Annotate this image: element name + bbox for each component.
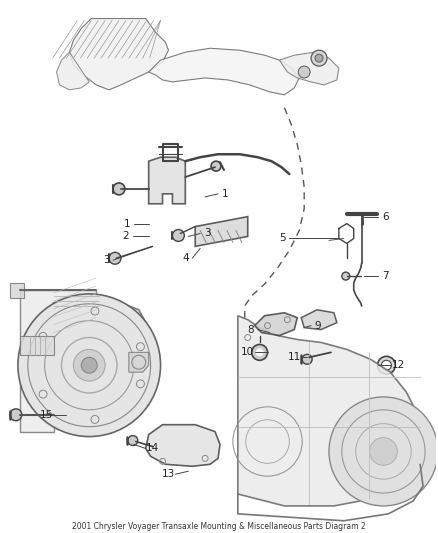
Circle shape — [10, 409, 22, 421]
Text: 5: 5 — [279, 233, 286, 244]
Text: 15: 15 — [40, 410, 53, 420]
Text: 9: 9 — [315, 321, 321, 330]
Circle shape — [370, 438, 397, 465]
Circle shape — [256, 349, 264, 357]
Polygon shape — [129, 352, 148, 372]
Polygon shape — [301, 310, 337, 329]
Polygon shape — [20, 336, 53, 356]
Circle shape — [315, 54, 323, 62]
Circle shape — [211, 161, 221, 171]
Text: 3: 3 — [103, 255, 110, 265]
Text: 2: 2 — [123, 231, 129, 241]
Circle shape — [311, 50, 327, 66]
Circle shape — [113, 183, 125, 195]
Polygon shape — [195, 216, 248, 246]
Circle shape — [18, 294, 161, 437]
Polygon shape — [10, 283, 24, 298]
Circle shape — [329, 397, 438, 506]
Polygon shape — [238, 316, 423, 506]
Text: 6: 6 — [382, 212, 389, 222]
Polygon shape — [53, 303, 148, 405]
Text: 11: 11 — [288, 352, 301, 362]
Circle shape — [74, 350, 105, 381]
Text: 3: 3 — [204, 229, 210, 238]
Circle shape — [81, 357, 97, 373]
Text: 8: 8 — [247, 325, 254, 335]
Polygon shape — [20, 290, 96, 432]
Polygon shape — [148, 49, 299, 95]
Text: 1: 1 — [124, 219, 130, 229]
Circle shape — [378, 357, 396, 374]
Circle shape — [381, 360, 392, 370]
Text: 7: 7 — [382, 271, 389, 281]
Polygon shape — [254, 313, 297, 336]
Circle shape — [342, 272, 350, 280]
Text: 10: 10 — [241, 348, 254, 357]
Text: 2001 Chrysler Voyager Transaxle Mounting & Miscellaneous Parts Diagram 2: 2001 Chrysler Voyager Transaxle Mounting… — [72, 522, 366, 531]
Circle shape — [109, 252, 121, 264]
Circle shape — [173, 230, 184, 241]
Circle shape — [128, 435, 138, 446]
Polygon shape — [148, 157, 185, 204]
Text: 4: 4 — [182, 253, 189, 263]
Circle shape — [298, 66, 310, 78]
Text: 12: 12 — [392, 360, 405, 370]
Text: 1: 1 — [222, 189, 228, 199]
Polygon shape — [69, 19, 169, 90]
Circle shape — [302, 354, 312, 364]
Text: 13: 13 — [162, 469, 175, 479]
Circle shape — [252, 344, 268, 360]
Polygon shape — [146, 425, 220, 466]
Text: 14: 14 — [146, 443, 159, 454]
Polygon shape — [279, 52, 339, 85]
Polygon shape — [57, 52, 89, 90]
